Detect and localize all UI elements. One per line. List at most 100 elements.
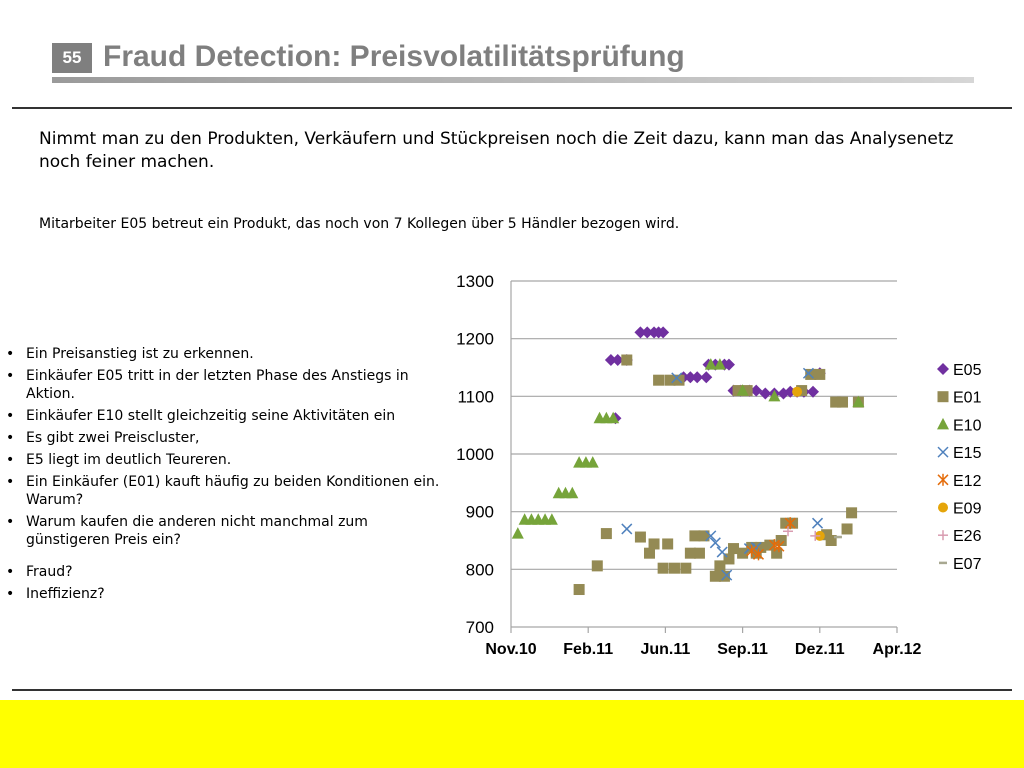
bottom-divider bbox=[12, 689, 1012, 691]
data-point bbox=[705, 530, 717, 542]
x-tick-label: Feb.11 bbox=[563, 641, 613, 658]
data-point bbox=[821, 529, 833, 541]
data-point bbox=[604, 354, 617, 367]
data-point bbox=[657, 326, 670, 339]
title-underline bbox=[52, 77, 974, 83]
data-point bbox=[709, 537, 721, 549]
legend-label: E12 bbox=[953, 473, 982, 490]
data-point bbox=[662, 538, 674, 550]
data-point bbox=[771, 547, 783, 559]
data-point bbox=[764, 539, 776, 551]
data-point bbox=[700, 371, 713, 384]
legend-label: E09 bbox=[953, 501, 982, 518]
data-point bbox=[713, 358, 726, 370]
data-point bbox=[648, 538, 660, 550]
legend-item: E07 bbox=[939, 556, 982, 573]
data-point bbox=[591, 560, 603, 572]
y-tick-label: 1000 bbox=[456, 445, 494, 464]
data-point bbox=[621, 523, 633, 535]
data-point bbox=[805, 368, 817, 380]
legend-marker bbox=[938, 530, 948, 541]
data-point bbox=[691, 371, 704, 384]
data-point bbox=[644, 547, 656, 559]
data-point bbox=[657, 562, 669, 574]
legend-label: E26 bbox=[953, 528, 982, 545]
data-point bbox=[780, 517, 792, 529]
data-point bbox=[671, 372, 683, 384]
data-point bbox=[736, 384, 749, 396]
y-tick-label: 1100 bbox=[457, 387, 494, 406]
data-point bbox=[732, 385, 744, 397]
data-point bbox=[806, 385, 819, 398]
bullet-item: Fraud? bbox=[6, 563, 446, 581]
legend-label: E10 bbox=[953, 417, 982, 434]
data-point bbox=[773, 540, 785, 553]
data-point bbox=[653, 374, 665, 386]
data-point bbox=[746, 544, 758, 557]
data-point bbox=[693, 547, 705, 559]
bullet-item: Ein Einkäufer (E01) kauft häufig zu beid… bbox=[6, 473, 446, 509]
legend-item: E15 bbox=[937, 445, 982, 462]
data-point bbox=[755, 541, 767, 553]
data-point bbox=[704, 358, 717, 370]
data-point bbox=[792, 386, 803, 397]
series-e01 bbox=[573, 354, 864, 596]
data-point bbox=[689, 530, 701, 542]
intro-text: Nimmt man zu den Produkten, Verkäufern u… bbox=[39, 129, 954, 172]
data-point bbox=[784, 517, 796, 530]
data-point bbox=[607, 411, 620, 424]
data-point bbox=[634, 531, 646, 543]
data-point bbox=[684, 547, 696, 559]
data-point bbox=[728, 543, 740, 555]
y-tick-label: 700 bbox=[466, 618, 494, 637]
price-scatter-chart: 700 800 900 1000 1100 1200 1300 Nov.10 Feb.11 Jun… bbox=[456, 272, 982, 658]
series-e15 bbox=[621, 367, 824, 581]
data-point bbox=[750, 547, 762, 559]
legend-label: E01 bbox=[953, 390, 982, 407]
x-tick-label: Nov.10 bbox=[485, 641, 536, 658]
gridlines bbox=[511, 280, 897, 628]
data-point bbox=[825, 535, 837, 546]
data-point bbox=[664, 374, 676, 386]
data-point bbox=[768, 389, 781, 402]
legend-item: E26 bbox=[938, 528, 982, 545]
legend-label: E05 bbox=[953, 362, 982, 379]
x-tick-label: Sep.11 bbox=[717, 641, 768, 658]
legend-item: E12 bbox=[937, 473, 982, 490]
data-point bbox=[783, 526, 794, 537]
data-point bbox=[634, 326, 647, 339]
bullet-item: Ein Preisanstieg ist zu erkennen. bbox=[6, 345, 446, 363]
data-point bbox=[752, 548, 765, 561]
data-point bbox=[787, 517, 799, 529]
data-point bbox=[668, 562, 680, 574]
bullet-item: Ineffizienz? bbox=[6, 585, 446, 603]
data-point bbox=[811, 517, 824, 529]
bullet-item: Einkäufer E05 tritt in der letzten Phase… bbox=[6, 367, 446, 403]
data-point bbox=[714, 560, 726, 572]
legend-item: E09 bbox=[938, 501, 982, 518]
legend-label: E07 bbox=[953, 556, 982, 573]
data-point bbox=[737, 547, 749, 559]
data-point bbox=[611, 354, 624, 367]
data-point bbox=[852, 395, 865, 408]
page-number: 55 bbox=[52, 43, 92, 73]
data-point bbox=[684, 371, 697, 384]
data-point bbox=[621, 354, 633, 366]
legend-item: E01 bbox=[937, 390, 982, 407]
data-point bbox=[716, 546, 728, 558]
legend: E05 E01 E10 E15 E12 E09 E26 E07 bbox=[937, 362, 982, 573]
data-point bbox=[709, 570, 721, 582]
axes: 700 800 900 1000 1100 1200 1300 Nov.10 Feb.11 Jun… bbox=[456, 272, 921, 658]
data-point bbox=[837, 396, 849, 408]
data-point bbox=[723, 553, 735, 565]
bullet-item: Warum kaufen die anderen nicht manchmal … bbox=[6, 513, 446, 549]
y-tick-label: 900 bbox=[466, 503, 494, 522]
data-point bbox=[511, 527, 524, 539]
series-e05 bbox=[604, 326, 826, 425]
bullet-list: Ein Preisanstieg ist zu erkennen. Einkäu… bbox=[6, 345, 446, 607]
data-point bbox=[600, 528, 612, 540]
data-point bbox=[759, 387, 772, 400]
legend-marker bbox=[937, 363, 949, 375]
data-point bbox=[698, 530, 710, 542]
data-point bbox=[721, 569, 733, 581]
